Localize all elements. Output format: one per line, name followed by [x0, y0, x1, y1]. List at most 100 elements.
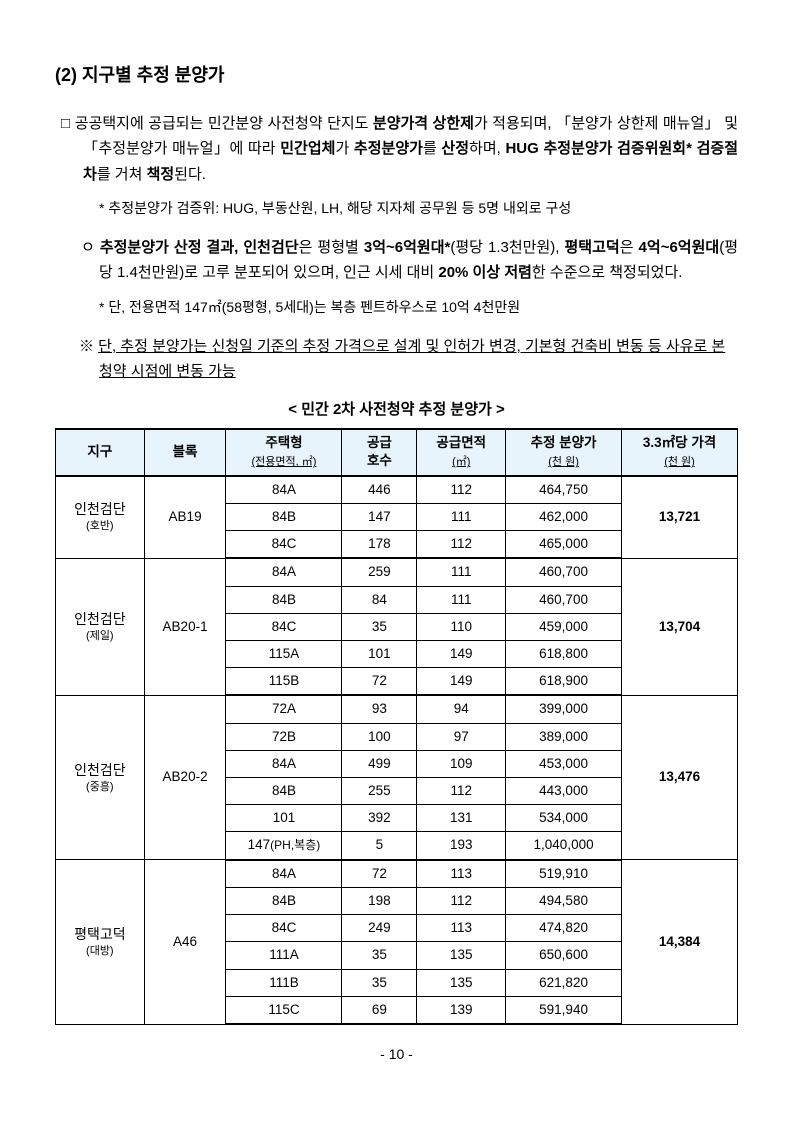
type-cell: 84B	[226, 503, 342, 530]
type-cell: 84C	[226, 613, 342, 640]
text-bold: 3억~6억원대	[364, 239, 445, 256]
text-bold: 추정분양가	[354, 140, 423, 157]
price-cell: 534,000	[506, 805, 622, 832]
col-price: 추정 분양가(천 원)	[506, 429, 622, 475]
type-cell: 115C	[226, 996, 342, 1024]
units-cell: 255	[342, 778, 417, 805]
text-bold: 책정	[147, 166, 175, 183]
units-cell: 198	[342, 887, 417, 914]
area-cell: 135	[417, 969, 506, 996]
units-cell: 72	[342, 668, 417, 696]
price33-cell: 13,476	[622, 695, 738, 859]
area-cell: 113	[417, 860, 506, 888]
caution-text: 단, 추정 분양가는 신청일 기준의 추정 가격으로 설계 및 인허가 변경, …	[98, 338, 725, 381]
text-bold: HUG 추정분양가 검증위원회	[505, 140, 686, 157]
area-cell: 139	[417, 996, 506, 1024]
text-bold: 산정	[441, 140, 469, 157]
area-cell: 112	[417, 476, 506, 504]
price33-cell: 13,721	[622, 476, 738, 559]
type-cell: 101	[226, 805, 342, 832]
price-table: 지구 블록 주택형(전용면적, ㎡) 공급호수 공급면적(㎡) 추정 분양가(천…	[55, 428, 738, 1025]
area-cell: 111	[417, 503, 506, 530]
units-cell: 499	[342, 750, 417, 777]
type-cell: 72B	[226, 723, 342, 750]
price-cell: 621,820	[506, 969, 622, 996]
block-cell: AB20-1	[144, 558, 226, 695]
price-cell: 591,940	[506, 996, 622, 1024]
area-cell: 112	[417, 887, 506, 914]
type-cell: 115A	[226, 640, 342, 667]
area-cell: 193	[417, 832, 506, 860]
type-cell: 84B	[226, 586, 342, 613]
table-row: 평택고덕(대방)A4684A72113519,91014,384	[56, 860, 738, 888]
area-cell: 149	[417, 668, 506, 696]
type-cell: 115B	[226, 668, 342, 696]
units-cell: 100	[342, 723, 417, 750]
area-cell: 149	[417, 640, 506, 667]
block-cell: AB19	[144, 476, 226, 559]
price33-cell: 14,384	[622, 860, 738, 1024]
type-cell: 111A	[226, 942, 342, 969]
units-cell: 69	[342, 996, 417, 1024]
units-cell: 249	[342, 915, 417, 942]
type-cell: 84B	[226, 887, 342, 914]
text: 하며,	[469, 140, 505, 157]
price-cell: 389,000	[506, 723, 622, 750]
text-bold: 4억~6억원대	[639, 239, 720, 256]
table-row: 인천검단(중흥)AB20-272A9394399,00013,476	[56, 695, 738, 723]
price-cell: 465,000	[506, 531, 622, 559]
area-cell: 111	[417, 558, 506, 586]
text: (평당 1.3천만원),	[450, 239, 564, 256]
text: 된다.	[174, 166, 206, 183]
text: 한 수준으로 책정되었다.	[532, 264, 683, 281]
area-cell: 131	[417, 805, 506, 832]
page-number: - 10 -	[55, 1043, 738, 1067]
units-cell: 147	[342, 503, 417, 530]
price-cell: 1,040,000	[506, 832, 622, 860]
text-bold: 20% 이상 저렴	[438, 264, 532, 281]
district-cell: 인천검단(중흥)	[56, 695, 145, 859]
col-area: 공급면적(㎡)	[417, 429, 506, 475]
area-cell: 94	[417, 695, 506, 723]
note-2: * 단, 전용면적 147㎡(58평형, 5세대)는 복층 펜트하우스로 10억…	[55, 296, 738, 320]
price-cell: 453,000	[506, 750, 622, 777]
price-cell: 459,000	[506, 613, 622, 640]
units-cell: 5	[342, 832, 417, 860]
units-cell: 84	[342, 586, 417, 613]
area-cell: 135	[417, 942, 506, 969]
area-cell: 112	[417, 778, 506, 805]
note-1: * 추정분양가 검증위: HUG, 부동산원, LH, 해당 지자체 공무원 등…	[55, 197, 738, 221]
section-title: (2) 지구별 추정 분양가	[55, 60, 738, 91]
price-cell: 494,580	[506, 887, 622, 914]
col-type: 주택형(전용면적, ㎡)	[226, 429, 342, 475]
bullet-circle: ㅇ	[81, 239, 95, 256]
price-cell: 618,900	[506, 668, 622, 696]
type-cell: 111B	[226, 969, 342, 996]
type-cell: 84A	[226, 558, 342, 586]
price-cell: 650,600	[506, 942, 622, 969]
price-cell: 464,750	[506, 476, 622, 504]
text: 공공택지에 공급되는 민간분양 사전청약 단지도	[75, 115, 373, 132]
price-cell: 618,800	[506, 640, 622, 667]
block-cell: A46	[144, 860, 226, 1024]
type-cell: 84A	[226, 860, 342, 888]
price-cell: 462,000	[506, 503, 622, 530]
bullet-square: □	[61, 115, 70, 132]
text: 은 평형별	[299, 239, 364, 256]
area-cell: 112	[417, 531, 506, 559]
area-cell: 109	[417, 750, 506, 777]
area-cell: 110	[417, 613, 506, 640]
units-cell: 101	[342, 640, 417, 667]
type-cell: 72A	[226, 695, 342, 723]
units-cell: 446	[342, 476, 417, 504]
text: 은	[620, 239, 639, 256]
units-cell: 392	[342, 805, 417, 832]
table-title: < 민간 2차 사전청약 추정 분양가 >	[55, 397, 738, 423]
type-cell: 84A	[226, 750, 342, 777]
text: 를	[423, 140, 441, 157]
district-cell: 평택고덕(대방)	[56, 860, 145, 1024]
para-result: ㅇ 추정분양가 산정 결과, 인천검단은 평형별 3억~6억원대*(평당 1.3…	[55, 235, 738, 286]
units-cell: 35	[342, 613, 417, 640]
col-block: 블록	[144, 429, 226, 475]
units-cell: 35	[342, 969, 417, 996]
